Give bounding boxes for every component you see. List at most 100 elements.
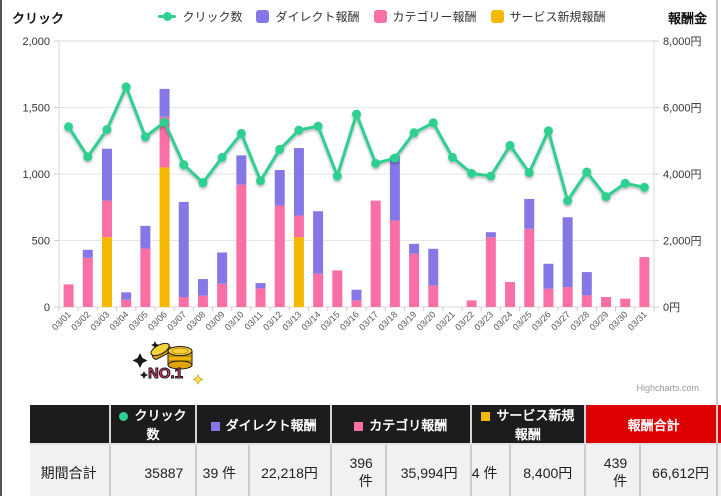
bar-segment — [505, 282, 516, 307]
line-point — [313, 121, 323, 131]
line-point — [620, 178, 630, 188]
line-point — [447, 152, 457, 162]
sparkle-icon — [132, 353, 148, 368]
line-point — [601, 192, 611, 202]
x-axis-label: 03/08 — [184, 309, 207, 332]
summary-value-cell-2: 22,218円 — [249, 444, 332, 496]
x-axis-label: 03/26 — [530, 309, 553, 332]
summary-header-cell-0 — [30, 405, 111, 445]
legend-square-icon — [373, 10, 387, 23]
bar-segment — [524, 228, 535, 307]
bar-segment — [543, 263, 554, 289]
bar-segment — [581, 272, 592, 296]
bar-segment — [466, 300, 477, 307]
line-point — [486, 171, 496, 181]
bar-segment — [197, 295, 208, 307]
line-point — [543, 126, 553, 136]
bar-segment — [217, 283, 228, 307]
bar-segment — [428, 248, 439, 286]
bar-segment — [313, 211, 324, 274]
x-axis-label: 03/28 — [568, 309, 591, 332]
bar-segment — [63, 284, 74, 307]
summary-table: クリック数 ダイレクト報酬 カテゴリ報酬 サービス新規報酬 報酬合計 期間合計 35887… — [30, 405, 721, 496]
line-point — [102, 124, 112, 134]
highcharts-credit[interactable]: Highcharts.com — [636, 383, 699, 393]
sparkle-icon — [192, 374, 204, 385]
left-axis-tick-label: 1,500 — [22, 103, 50, 115]
bar-segment — [140, 248, 151, 307]
bar-segment — [159, 167, 170, 307]
bar-segment — [313, 273, 324, 307]
line-point — [256, 176, 266, 186]
clicks-rewards-chart: クリック クリック数 ダイレクト報酬 カテゴリー報酬 サービス新規報酬 報酬金 0 50… — [2, 0, 721, 400]
legend-label: ダイレクト報酬 — [275, 10, 360, 24]
line-point — [524, 168, 534, 178]
legend-item-3[interactable]: サービス新規報酬 — [490, 8, 606, 25]
bar-segment — [581, 295, 592, 307]
x-axis-label: 03/10 — [223, 309, 246, 332]
gold-coins-icon — [132, 341, 204, 385]
summary-value-cell-7: 439 件 — [585, 444, 642, 496]
x-axis: 03/0103/0203/0303/0403/0503/0603/0703/08… — [50, 307, 655, 332]
bar-segment — [217, 252, 228, 284]
left-axis-tick-label: 500 — [32, 236, 50, 248]
sparkle-icon — [151, 341, 159, 349]
legend-item-0[interactable]: クリック数 — [158, 8, 242, 25]
legend-line-marker-icon — [158, 12, 177, 21]
line-point — [275, 144, 285, 154]
summary-header-label: クリック数 — [134, 408, 187, 442]
summary-header-cell-2: ダイレクト報酬 — [196, 405, 332, 445]
summary-header-label: ダイレクト報酬 — [225, 417, 317, 433]
summary-value-cell-6: 8,400円 — [510, 444, 587, 496]
line-point — [409, 128, 419, 138]
line-point — [160, 117, 170, 127]
x-axis-label: 03/11 — [242, 309, 265, 332]
bar-segment — [159, 116, 170, 168]
left-axis-title: クリック — [12, 11, 65, 26]
summary-value-cell-5: 4 件 — [470, 444, 512, 496]
x-axis-label: 03/24 — [491, 309, 514, 332]
x-axis-label: 03/02 — [69, 309, 92, 332]
line-point — [179, 160, 189, 170]
bar-segment — [82, 257, 93, 307]
bar-segment — [236, 184, 247, 307]
legend-square-icon — [490, 10, 504, 23]
x-axis-label: 03/31 — [626, 309, 649, 332]
summary-value-cell-1: 39 件 — [196, 444, 251, 496]
bar-segment — [409, 253, 420, 307]
summary-header-cell-3: カテゴリ報酬 — [330, 405, 472, 445]
summary-row-label: 期間合計 — [30, 444, 111, 496]
bar-segment — [293, 215, 304, 238]
x-axis-label: 03/22 — [453, 309, 476, 332]
bar-segment — [101, 148, 112, 201]
legend-dot-icon — [163, 12, 173, 21]
bar-segment — [255, 288, 266, 307]
x-axis-label: 03/17 — [357, 309, 380, 332]
left-axis-tick-label: 0 — [44, 302, 50, 314]
line-point — [467, 168, 477, 178]
bar-segment — [236, 155, 247, 185]
left-axis-tick-label: 2,000 — [22, 36, 50, 48]
x-axis-label: 03/20 — [415, 309, 438, 332]
bar-series — [63, 88, 650, 307]
line-point — [294, 125, 304, 135]
page-right-border — [716, 0, 718, 496]
line-point — [428, 118, 438, 128]
bar-segment — [524, 198, 535, 229]
line-point — [121, 82, 131, 92]
x-axis-label: 03/12 — [261, 309, 284, 332]
bar-segment — [332, 270, 343, 307]
bar-segment — [293, 237, 304, 307]
x-axis-label: 03/30 — [607, 309, 630, 332]
legend-item-1[interactable]: ダイレクト報酬 — [256, 8, 360, 25]
x-axis-label: 03/05 — [127, 309, 150, 332]
summary-header-cell-1: クリック数 — [109, 405, 198, 445]
bar-segment — [601, 297, 612, 307]
bar-segment — [121, 299, 132, 307]
legend-item-2[interactable]: カテゴリー報酬 — [373, 8, 477, 25]
left-axis-tick-label: 1,000 — [22, 169, 50, 181]
line-point — [140, 132, 150, 142]
right-axis-tick-label: 4,000円 — [663, 169, 702, 181]
line-point — [639, 182, 649, 192]
line-point — [236, 128, 246, 138]
